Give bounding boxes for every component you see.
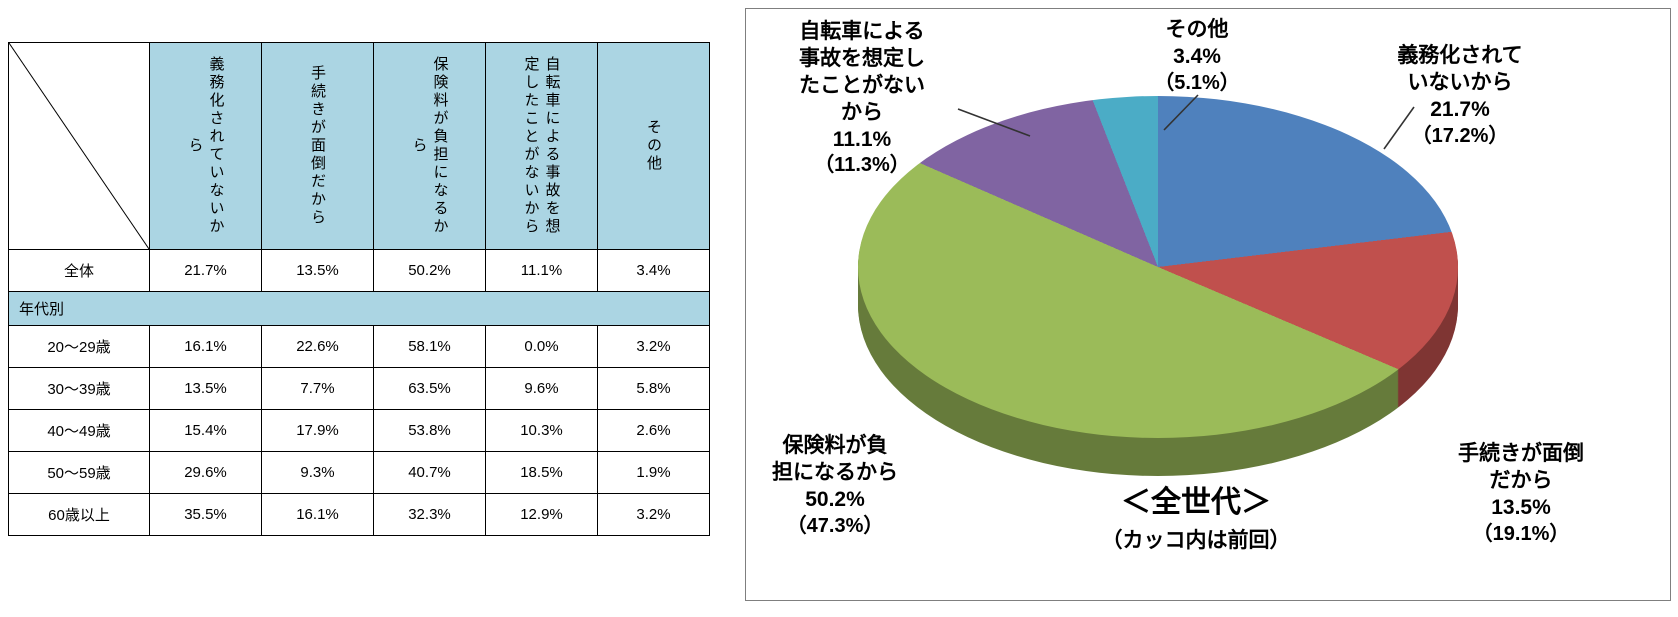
pie-chart-panel: 自転車による 事故を想定し たことがない から 11.1% （11.3%） その… [745,8,1671,601]
column-header: 保険料が負担になるから [373,42,486,250]
table-cell: 29.6% [149,451,262,494]
slice-label: 手続きが面倒 だから [1458,442,1584,492]
pie-label-other: その他 3.4% （5.1%） [1134,17,1260,96]
table-row: 20～29歳 16.1% 22.6% 58.1% 0.0% 3.2% [8,325,710,368]
table-cell: 35.5% [149,493,262,536]
survey-table: 義務化されていないから 手続きが面倒だから 保険料が負担になるから 自転車による事故を… [8,42,710,536]
table-cell: 40.7% [373,451,486,494]
table-cell: 13.5% [261,249,374,292]
column-header: 自転車による事故を想定したことがないから [485,42,598,250]
table-cell: 50.2% [373,249,486,292]
column-header: 手続きが面倒だから [261,42,374,250]
table-cell: 63.5% [373,367,486,410]
slice-label: 自転車による 事故を想定し たことがない から [799,20,925,124]
pie-top [858,96,1458,438]
table-cell: 17.9% [261,409,374,452]
table-cell: 0.0% [485,325,598,368]
table-row: 全体 21.7% 13.5% 50.2% 11.1% 3.4% [8,249,710,292]
column-header: 義務化されていないから [149,42,262,250]
table-cell: 13.5% [149,367,262,410]
slice-label: 義務化されて いないから [1397,44,1523,94]
table-cell: 15.4% [149,409,262,452]
pie-label-not-mandatory: 義務化されて いないから 21.7% （17.2%） [1374,43,1546,149]
pie-label-no-accident-imagined: 自転車による 事故を想定し たことがない から 11.1% （11.3%） [764,19,960,179]
table-cell: 9.6% [485,367,598,410]
slice-percent: 13.5% [1491,495,1551,519]
table-row: 50～59歳 29.6% 9.3% 40.7% 18.5% 1.9% [8,451,710,494]
table-cell: 3.2% [597,493,710,536]
section-row: 年代別 [8,291,710,326]
table-cell: 7.7% [261,367,374,410]
reasons-table: 義務化されていないから 手続きが面倒だから 保険料が負担になるから 自転車による事故を… [8,42,710,536]
pie-label-premium-burden: 保険料が負 担になるから 50.2% （47.3%） [752,433,918,539]
slice-percent: 3.4% [1173,44,1221,68]
slice-percent: 11.1% [832,127,892,151]
table-cell: 16.1% [261,493,374,536]
table-row: 40～49歳 15.4% 17.9% 53.8% 10.3% 2.6% [8,409,710,452]
table-cell: 3.4% [597,249,710,292]
table-row: 60歳以上 35.5% 16.1% 32.3% 12.9% 3.2% [8,493,710,536]
row-label: 50～59歳 [8,451,150,494]
section-label: 年代別 [8,291,710,326]
slice-previous-percent: （19.1%） [1472,522,1570,545]
slice-previous-percent: （11.3%） [814,154,910,177]
table-header-row: 義務化されていないから 手続きが面倒だから 保険料が負担になるから 自転車による事故を… [8,42,710,250]
slice-percent: 21.7% [1430,97,1490,121]
slice-label: 保険料が負 担になるから [772,434,898,484]
table-cell: 10.3% [485,409,598,452]
table-cell: 2.6% [597,409,710,452]
table-row: 30～39歳 13.5% 7.7% 63.5% 9.6% 5.8% [8,367,710,410]
slice-label: その他 [1165,18,1229,41]
row-label: 20～29歳 [8,325,150,368]
table-body: 全体 21.7% 13.5% 50.2% 11.1% 3.4% 年代別 20～29歳 16.1%… [8,249,710,536]
row-label: 40～49歳 [8,409,150,452]
corner-cell [8,42,150,250]
row-label: 全体 [8,249,150,292]
table-cell: 58.1% [373,325,486,368]
table-cell: 11.1% [485,249,598,292]
table-cell: 5.8% [597,367,710,410]
pie-3d [858,0,1458,567]
table-cell: 53.8% [373,409,486,452]
column-header: その他 [597,42,710,250]
table-cell: 32.3% [373,493,486,536]
table-cell: 22.6% [261,325,374,368]
row-label: 30～39歳 [8,367,150,410]
table-cell: 21.7% [149,249,262,292]
slice-previous-percent: （5.1%） [1154,71,1240,94]
pie-label-procedure-troublesome: 手続きが面倒 だから 13.5% （19.1%） [1438,441,1604,547]
table-cell: 12.9% [485,493,598,536]
table-cell: 1.9% [597,451,710,494]
table-cell: 18.5% [485,451,598,494]
diagonal-line [9,43,149,249]
slice-percent: 50.2% [805,487,865,511]
table-cell: 3.2% [597,325,710,368]
chart-title-block: ＜全世代＞ （カッコ内は前回） [1076,483,1316,554]
slice-previous-percent: （47.3%） [786,514,884,537]
table-cell: 9.3% [261,451,374,494]
row-label: 60歳以上 [8,493,150,536]
chart-title: ＜全世代＞ [1121,486,1271,519]
chart-subtitle: （カッコ内は前回） [1101,528,1291,552]
slice-previous-percent: （17.2%） [1411,124,1509,147]
table-cell: 16.1% [149,325,262,368]
